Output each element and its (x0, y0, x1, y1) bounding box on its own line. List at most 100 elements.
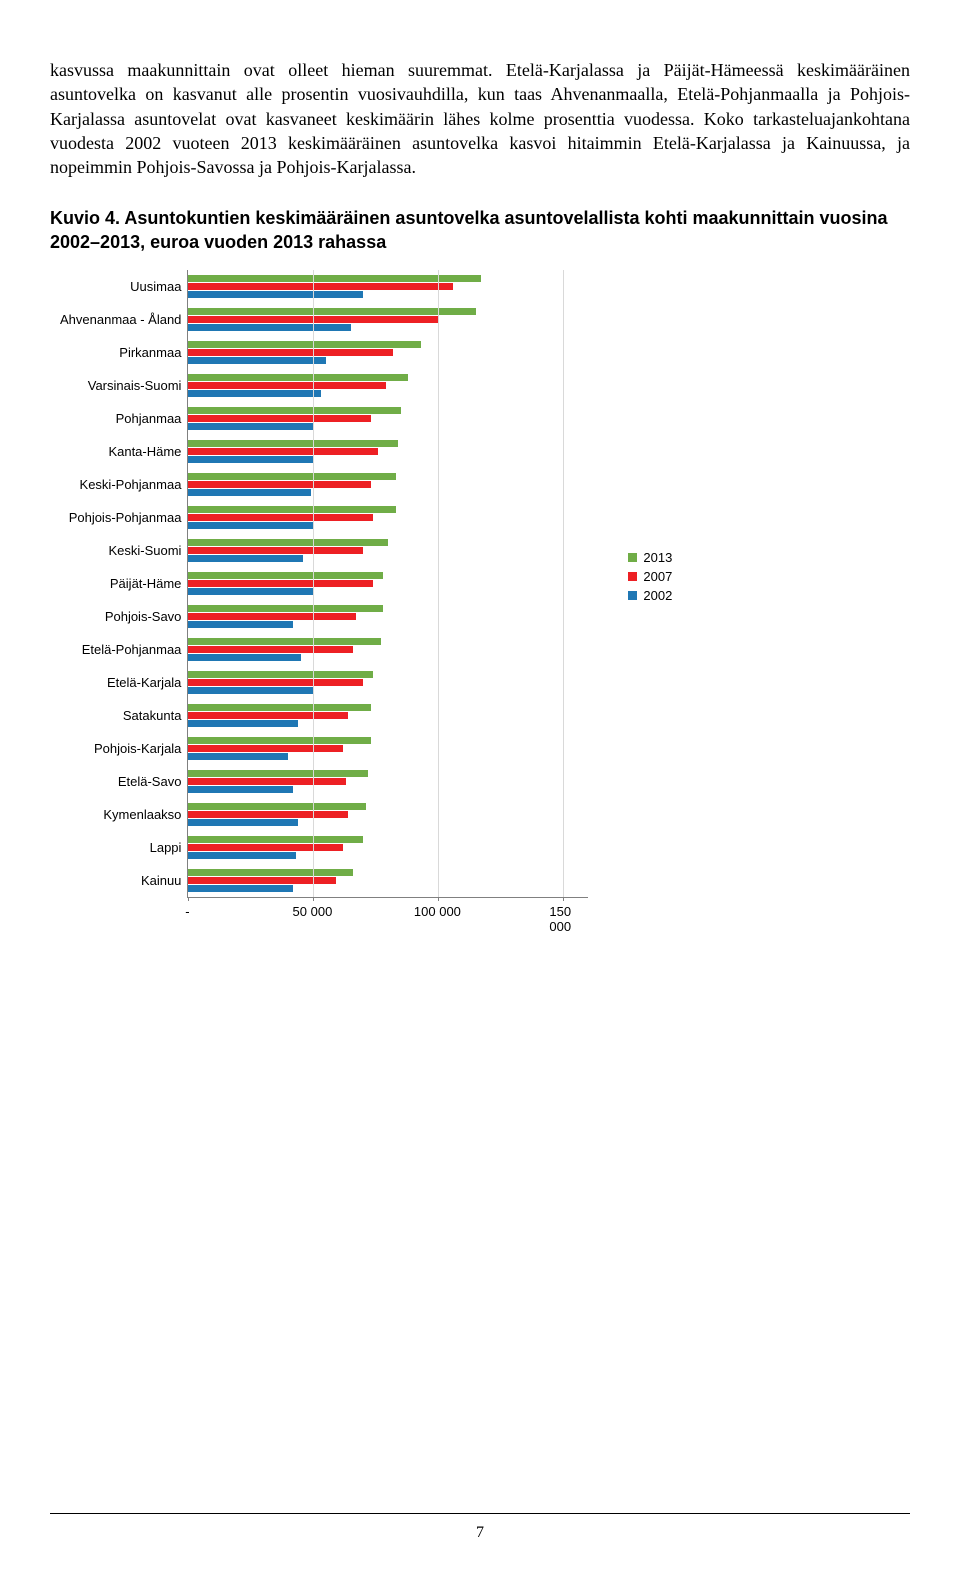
bar-2007 (188, 481, 371, 488)
legend-item: 2013 (628, 550, 672, 565)
grid-line (563, 270, 564, 897)
y-axis-label: Pohjanmaa (116, 402, 182, 435)
y-axis-label: Kanta-Häme (108, 435, 181, 468)
y-axis-label: Varsinais-Suomi (88, 369, 182, 402)
bar-2007 (188, 415, 371, 422)
bar-2002 (188, 390, 321, 397)
y-axis-labels: UusimaaAhvenanmaa - ÅlandPirkanmaaVarsin… (60, 270, 187, 897)
bar-group (188, 798, 588, 831)
bar-group (188, 336, 588, 369)
bar-2002 (188, 555, 303, 562)
chart-title: Kuvio 4. Asuntokuntien keskimääräinen as… (50, 207, 910, 254)
y-axis-label: Etelä-Pohjanmaa (82, 633, 182, 666)
y-axis-label: Pirkanmaa (119, 336, 181, 369)
bar-2007 (188, 679, 363, 686)
bar-2007 (188, 745, 343, 752)
bar-group (188, 270, 588, 303)
bar-2007 (188, 613, 356, 620)
y-axis-label: Kainuu (141, 864, 181, 897)
bar-2002 (188, 357, 326, 364)
bar-2013 (188, 506, 396, 513)
y-axis-label: Etelä-Karjala (107, 666, 181, 699)
bar-2007 (188, 811, 348, 818)
x-tick-mark (313, 897, 314, 901)
bar-2002 (188, 786, 293, 793)
bar-2013 (188, 473, 396, 480)
y-axis-label: Kymenlaakso (103, 798, 181, 831)
bar-2002 (188, 423, 313, 430)
chart-legend: 2013 2007 2002 (628, 550, 672, 607)
y-axis-label: Uusimaa (130, 270, 181, 303)
x-tick-mark (438, 897, 439, 901)
bar-2002 (188, 819, 298, 826)
y-axis-label: Päijät-Häme (110, 567, 182, 600)
legend-label: 2002 (643, 588, 672, 603)
bar-2013 (188, 407, 401, 414)
bar-2007 (188, 778, 346, 785)
bar-group (188, 864, 588, 897)
bar-2002 (188, 324, 351, 331)
bar-2002 (188, 753, 288, 760)
y-axis-label: Pohjois-Savo (105, 600, 182, 633)
bar-2013 (188, 440, 398, 447)
bar-2007 (188, 349, 393, 356)
bar-2013 (188, 737, 371, 744)
bar-2002 (188, 621, 293, 628)
bar-2007 (188, 283, 453, 290)
bar-group (188, 369, 588, 402)
legend-swatch (628, 591, 637, 600)
legend-label: 2007 (643, 569, 672, 584)
bar-2002 (188, 885, 293, 892)
bar-2013 (188, 275, 481, 282)
bar-group (188, 633, 588, 666)
bar-group (188, 501, 588, 534)
bar-2013 (188, 803, 366, 810)
bar-2013 (188, 671, 373, 678)
bar-group (188, 732, 588, 765)
x-axis: -50 000100 000150 000 (187, 904, 588, 924)
bar-2002 (188, 720, 298, 727)
bar-group (188, 303, 588, 336)
bar-2007 (188, 514, 373, 521)
bar-2002 (188, 588, 313, 595)
bar-2013 (188, 341, 421, 348)
y-axis-label: Etelä-Savo (118, 765, 182, 798)
bar-2007 (188, 448, 378, 455)
bar-2013 (188, 572, 383, 579)
bar-2002 (188, 489, 311, 496)
y-axis-label: Pohjois-Karjala (94, 732, 181, 765)
bar-2013 (188, 869, 353, 876)
legend-label: 2013 (643, 550, 672, 565)
page-number: 7 (0, 1524, 960, 1542)
y-axis-label: Pohjois-Pohjanmaa (69, 501, 182, 534)
y-axis-label: Lappi (150, 831, 182, 864)
bar-2013 (188, 836, 363, 843)
bar-2013 (188, 638, 381, 645)
bar-2007 (188, 382, 386, 389)
bar-group (188, 402, 588, 435)
x-tick-label: - (185, 904, 189, 919)
bar-2002 (188, 522, 313, 529)
bar-2007 (188, 646, 353, 653)
bar-group (188, 468, 588, 501)
legend-swatch (628, 553, 637, 562)
x-tick-label: 100 000 (414, 904, 461, 919)
bar-2007 (188, 580, 373, 587)
y-axis-label: Satakunta (123, 699, 182, 732)
bar-2013 (188, 605, 383, 612)
body-paragraph: kasvussa maakunnittain ovat olleet hiema… (50, 58, 910, 179)
bar-group (188, 699, 588, 732)
y-axis-label: Keski-Pohjanmaa (80, 468, 182, 501)
bar-2002 (188, 687, 313, 694)
bar-2002 (188, 456, 313, 463)
bars-container (188, 270, 588, 897)
bar-2002 (188, 291, 363, 298)
x-tick-mark (563, 897, 564, 901)
x-tick-mark (188, 897, 189, 901)
bar-2002 (188, 654, 301, 661)
grid-line (438, 270, 439, 897)
legend-swatch (628, 572, 637, 581)
footer-divider (50, 1513, 910, 1514)
x-tick-label: 50 000 (293, 904, 333, 919)
legend-item: 2007 (628, 569, 672, 584)
